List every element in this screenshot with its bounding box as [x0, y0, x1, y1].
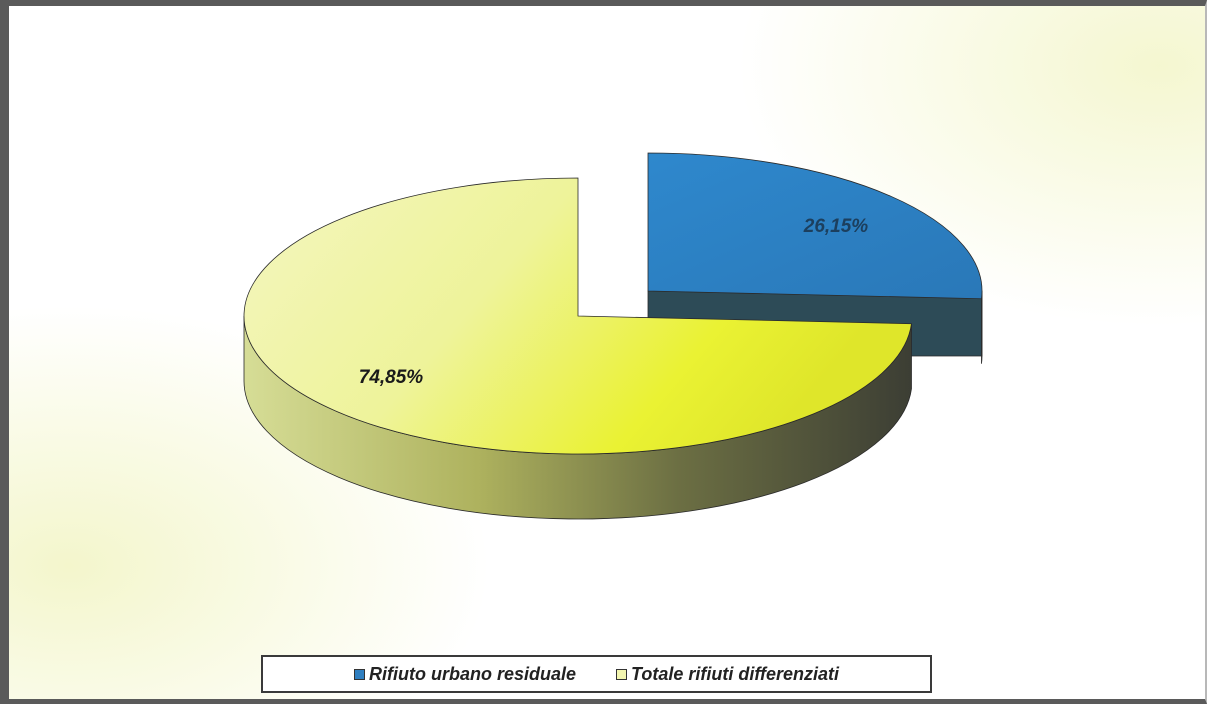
pie-slice-side-residual — [981, 290, 983, 364]
legend-label-differentiated: Totale rifiuti differenziati — [631, 663, 840, 684]
pie-slice-top-residual — [647, 152, 983, 300]
pie-slice-differentiated — [243, 177, 912, 520]
chart-background — [9, 6, 1205, 699]
legend-item-differentiated: Totale rifiuti differenziati — [616, 664, 839, 685]
legend-item-residual: Rifiuto urbano residuale — [353, 663, 576, 685]
pie-slice-top-differentiated — [243, 177, 912, 455]
legend-swatch-residual — [353, 668, 365, 680]
data-label-residual: 26,15% — [803, 216, 869, 237]
legend-swatch-differentiated — [616, 668, 627, 680]
legend-label-residual: Rifiuto urbano residuale — [368, 663, 576, 684]
chart-legend: Rifiuto urbano residuale Totale rifiuti … — [261, 655, 932, 693]
data-label-differentiated: 74,85% — [359, 367, 424, 388]
